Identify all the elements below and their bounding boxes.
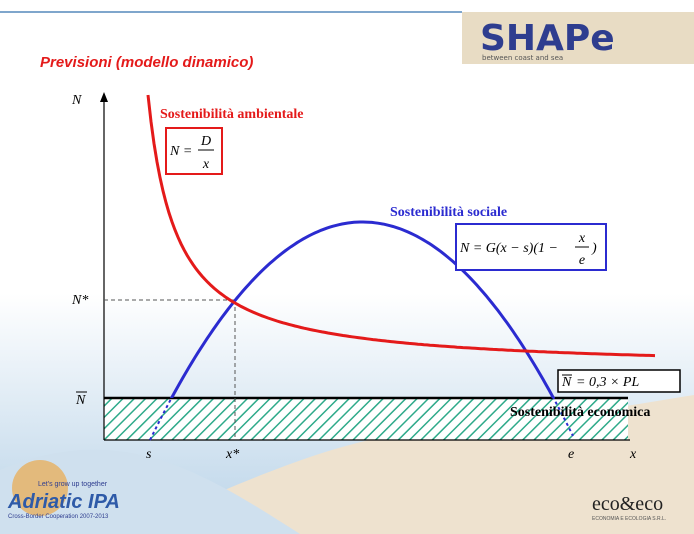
ipa-emblem bbox=[12, 460, 68, 516]
economic-formula-box bbox=[557, 369, 681, 393]
ipa-program: Cross-Border Cooperation 2007-2013 bbox=[8, 514, 109, 520]
eco-formula-n: N bbox=[561, 375, 572, 390]
e-label: e bbox=[568, 447, 574, 462]
economic-zone bbox=[104, 398, 628, 440]
s-label: s bbox=[146, 447, 152, 462]
soc-rhs: ) bbox=[591, 241, 597, 256]
env-den: x bbox=[202, 157, 210, 172]
environmental-formula-box bbox=[165, 127, 223, 175]
x-star-label: x* bbox=[225, 447, 239, 462]
env-num: D bbox=[200, 134, 211, 149]
environmental-label: Sostenibilità ambientale bbox=[160, 107, 304, 122]
social-curve bbox=[169, 220, 556, 398]
environmental-curve bbox=[146, 94, 656, 358]
eco-formula-rest: = 0,3 × PL bbox=[576, 375, 639, 390]
soc-den: e bbox=[579, 253, 585, 268]
economic-label: Sostenibilità economica bbox=[510, 405, 650, 420]
y-label: N bbox=[71, 93, 82, 108]
logo-box bbox=[462, 12, 694, 64]
sea bbox=[0, 449, 300, 534]
soc-num: x bbox=[578, 231, 586, 246]
env-lhs: N = bbox=[169, 144, 192, 159]
x-label: x bbox=[629, 447, 637, 462]
n-bar-label: N bbox=[75, 393, 86, 408]
ipa-tagline: Let's grow up together bbox=[38, 481, 108, 488]
title: Previsioni (modello dinamico) bbox=[40, 54, 253, 71]
logo: SHAPe bbox=[480, 18, 615, 59]
logo-tagline: between coast and sea bbox=[482, 54, 563, 62]
social-label: Sostenibilità sociale bbox=[390, 205, 507, 220]
soc-lhs: N = G(x − s)(1 − bbox=[459, 241, 558, 256]
ipa-name: Adriatic IPA bbox=[7, 491, 120, 513]
n-star-label: N* bbox=[71, 293, 88, 308]
eco-logo: eco&eco bbox=[592, 493, 663, 515]
y-arrow bbox=[100, 92, 108, 102]
eco-sub: ECONOMIA E ECOLOGIA S.R.L. bbox=[592, 516, 666, 522]
